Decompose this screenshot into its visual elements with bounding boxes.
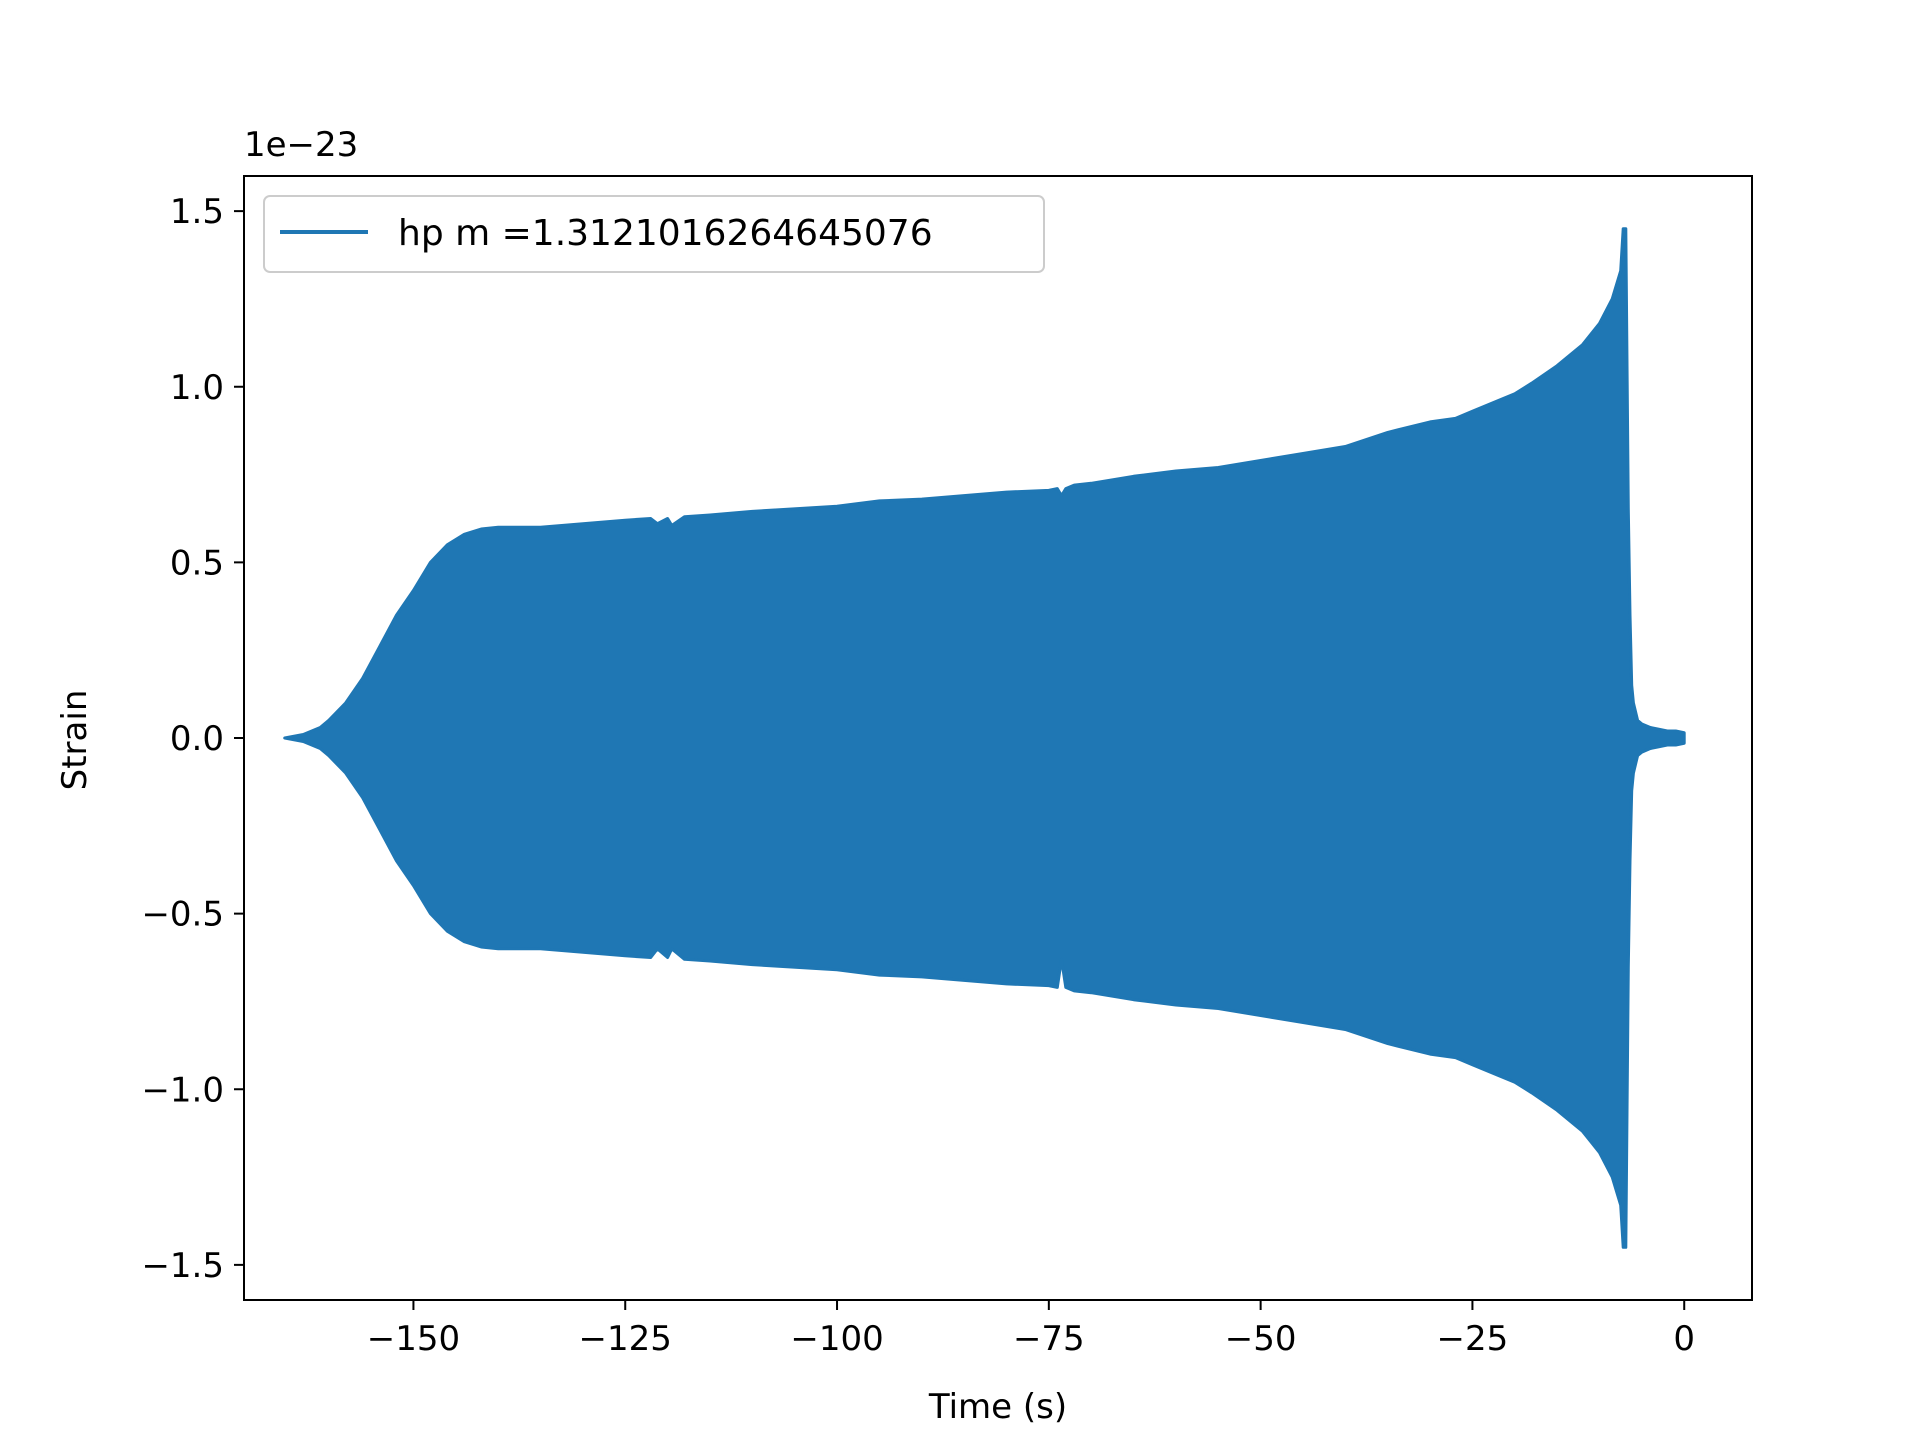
x-tick-label: −100 (790, 1319, 883, 1359)
legend-box (263, 195, 1045, 273)
y-tick-label: −0.5 (141, 895, 224, 935)
x-tick-label: −75 (1013, 1319, 1085, 1359)
y-axis: 1.5 1.0 0.5 0.0 −0.5 −1.0 −1.5 (141, 192, 244, 1286)
x-tick-label: −125 (579, 1319, 672, 1359)
y-tick-label: −1.0 (141, 1070, 224, 1110)
x-tick-label: 0 (1673, 1319, 1695, 1359)
y-tick-label: −1.5 (141, 1246, 224, 1286)
legend-label: hp m =1.3121016264645076 (398, 213, 933, 254)
x-axis-label: Time (s) (928, 1387, 1067, 1427)
series-waveform (283, 227, 1686, 1249)
x-tick-label: −150 (367, 1319, 460, 1359)
legend: hp m =1.3121016264645076 (263, 195, 1045, 273)
y-tick-label: 1.0 (170, 368, 224, 408)
y-axis-label: Strain (55, 690, 95, 791)
x-tick-label: −25 (1437, 1319, 1509, 1359)
x-axis: −150 −125 −100 −75 −50 −25 0 (367, 1300, 1695, 1359)
y-offset-label: 1e−23 (244, 125, 358, 165)
plot-area (283, 227, 1686, 1249)
y-tick-label: 0.0 (170, 719, 224, 759)
y-tick-label: 0.5 (170, 543, 224, 583)
y-tick-label: 1.5 (170, 192, 224, 232)
x-tick-label: −50 (1225, 1319, 1297, 1359)
